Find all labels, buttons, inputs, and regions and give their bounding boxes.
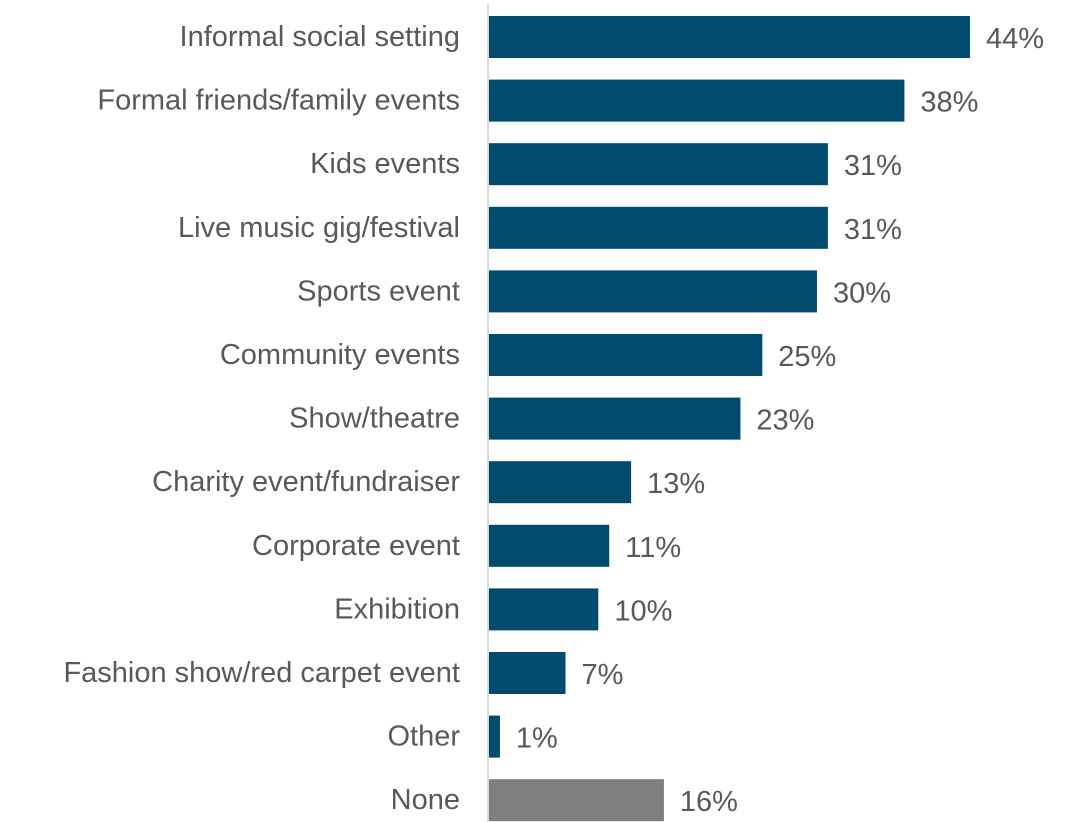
bar-live-music-gig-festival: [489, 206, 828, 249]
category-label-corporate-event: Corporate event: [252, 530, 460, 562]
bar-community-events: [489, 334, 763, 376]
value-label-none: 16%: [680, 786, 738, 818]
bar-other: [489, 715, 500, 758]
value-label-community-events: 25%: [778, 341, 836, 373]
category-label-formal-friends-family-events: Formal friends/family events: [97, 85, 460, 117]
bars: [489, 16, 970, 822]
bar-formal-friends-family-events: [489, 79, 905, 122]
category-label-exhibition: Exhibition: [334, 593, 460, 625]
bar-show-theatre: [489, 397, 741, 440]
category-labels: Informal social setting Formal friends/fa…: [63, 21, 460, 816]
bar-fashion-show-red-carpet-event: [489, 652, 566, 694]
value-label-show-theatre: 23%: [756, 405, 814, 437]
value-label-fashion-show-red-carpet-event: 7%: [582, 659, 624, 691]
category-label-live-music-gig-festival: Live music gig/festival: [178, 212, 460, 244]
category-label-charity-event-fundraiser: Charity event/fundraiser: [152, 466, 460, 498]
bar-kids-events: [489, 143, 828, 186]
bar-sports-event: [489, 270, 817, 313]
bar-none: [489, 779, 664, 822]
category-label-fashion-show-red-carpet-event: Fashion show/red carpet event: [63, 657, 460, 689]
bar-informal-social-setting: [489, 16, 970, 58]
category-label-informal-social-setting: Informal social setting: [180, 21, 460, 53]
value-labels: 44%38% 31% 31% 30% 25% 23% 13% 11% 10% 7% 1% 16%: [516, 23, 1044, 818]
bar-corporate-event: [489, 524, 610, 567]
category-label-kids-events: Kids events: [310, 148, 460, 180]
bar-charity-event-fundraiser: [489, 461, 632, 504]
value-label-formal-friends-family-events: 38%: [920, 87, 978, 119]
category-label-other: Other: [387, 721, 460, 753]
value-label-other: 1%: [516, 723, 558, 755]
value-label-live-music-gig-festival: 31%: [844, 214, 902, 246]
category-label-show-theatre: Show/theatre: [289, 403, 460, 435]
category-label-community-events: Community events: [220, 339, 460, 371]
category-label-sports-event: Sports event: [297, 275, 460, 307]
bar-exhibition: [489, 588, 599, 631]
value-label-informal-social-setting: 44%: [986, 23, 1044, 55]
value-label-charity-event-fundraiser: 13%: [647, 468, 705, 500]
value-label-sports-event: 30%: [833, 277, 891, 309]
category-label-none: None: [391, 784, 460, 816]
value-label-kids-events: 31%: [844, 150, 902, 182]
value-label-exhibition: 10%: [614, 595, 672, 627]
value-label-corporate-event: 11%: [625, 532, 681, 564]
